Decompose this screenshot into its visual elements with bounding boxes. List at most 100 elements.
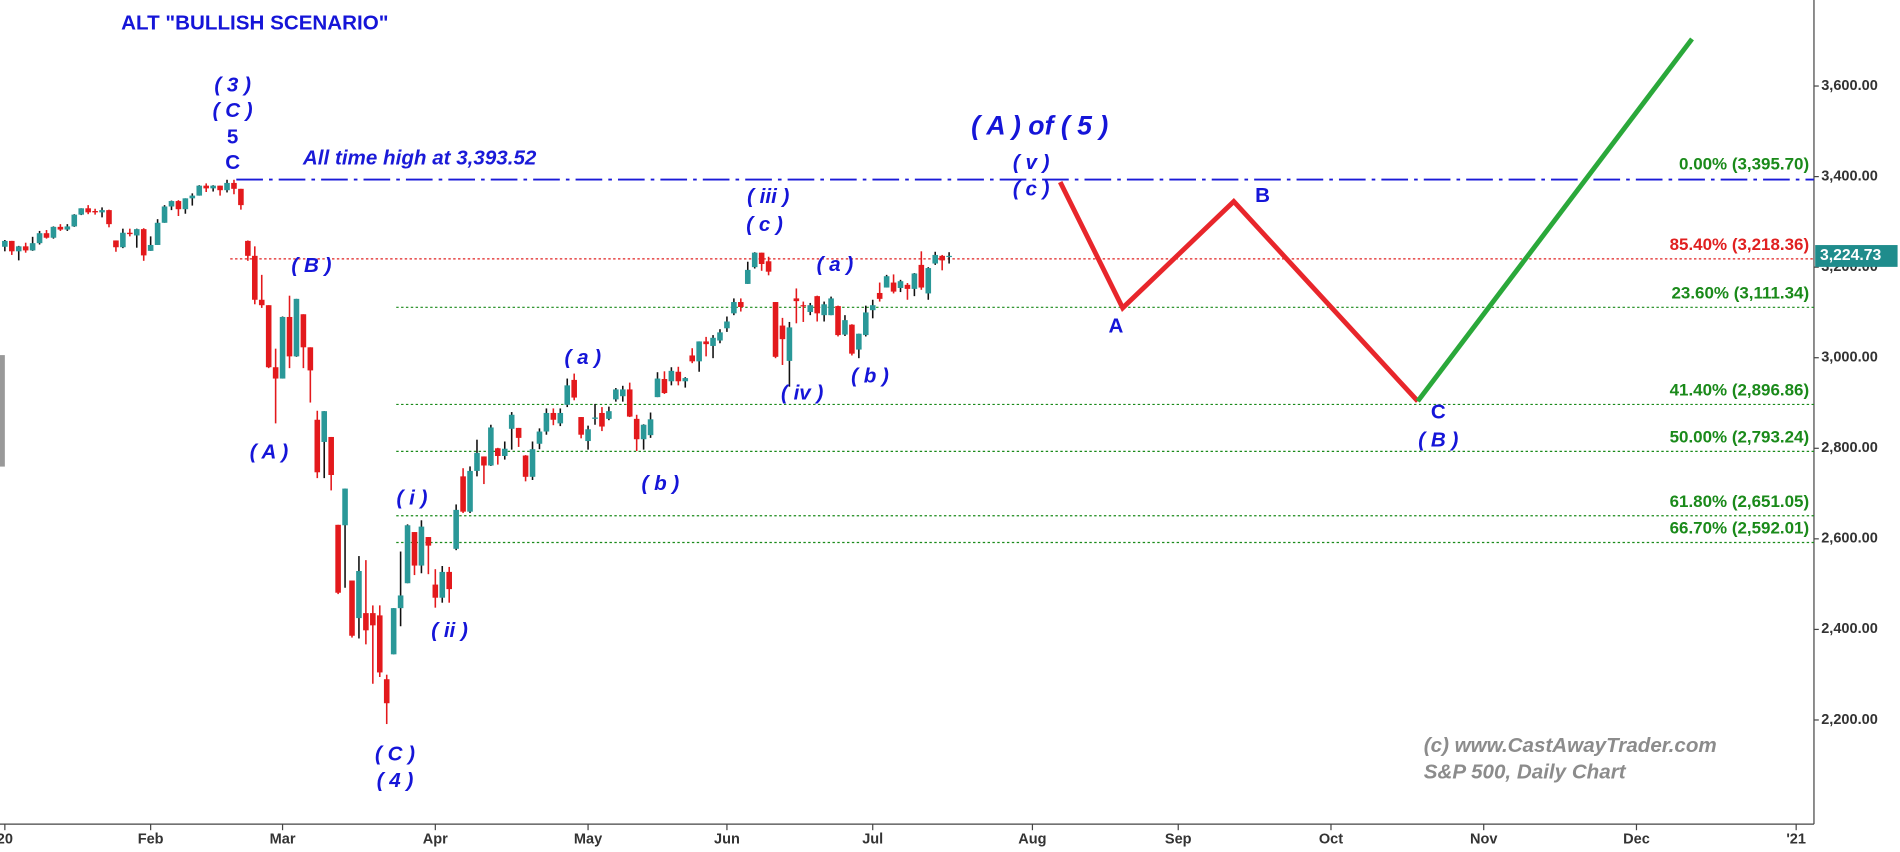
- candle-body: [765, 261, 772, 272]
- x-tick-label: Aug: [1018, 832, 1046, 848]
- candle-body: [168, 201, 175, 207]
- x-tick-label: Sep: [1165, 832, 1192, 848]
- candle-body: [939, 255, 945, 261]
- candle-body: [876, 292, 883, 299]
- candle-body: [654, 378, 661, 398]
- x-tick-label: Dec: [1623, 832, 1650, 848]
- candle-body: [925, 268, 932, 294]
- candle-body: [217, 185, 223, 191]
- candle-body: [543, 412, 550, 432]
- candle-body: [106, 210, 112, 225]
- candle-body: [474, 452, 480, 471]
- candle-body: [224, 182, 230, 191]
- candle-body: [689, 355, 696, 362]
- candle-body: [411, 532, 418, 566]
- candle-body: [946, 255, 952, 258]
- wave-label: ( A ) of ( 5 ): [971, 110, 1108, 140]
- wave-label: ( C ): [213, 99, 253, 122]
- fib-label: 41.40% (2,896.86): [1670, 381, 1809, 400]
- candle-body: [529, 449, 536, 477]
- candle-body: [293, 298, 300, 357]
- candle-body: [64, 226, 71, 230]
- x-tick-label: Oct: [1319, 832, 1343, 848]
- projection-line: [1058, 180, 1420, 403]
- candle-body: [286, 316, 293, 357]
- candle-body: [508, 414, 515, 429]
- candle-body: [626, 389, 633, 417]
- candle-body: [397, 595, 404, 609]
- fib-label: 0.00% (3,395.70): [1679, 155, 1809, 174]
- candle-body: [231, 182, 237, 189]
- candle-body: [43, 233, 50, 238]
- candle-body: [376, 615, 383, 673]
- candle-body: [821, 304, 827, 316]
- candle-body: [335, 524, 341, 593]
- candle-body: [856, 333, 862, 350]
- candle-body: [321, 411, 328, 442]
- candle-body: [29, 243, 36, 251]
- candle-body: [481, 456, 487, 466]
- chart-title: ALT "BULLISH SCENARIO": [121, 12, 388, 35]
- y-tick-label: 3,000.00: [1821, 350, 1878, 366]
- candle-body: [272, 367, 279, 379]
- candle-body: [425, 537, 432, 546]
- candle-body: [57, 226, 64, 230]
- candle-body: [522, 455, 529, 477]
- y-tick-label: 2,400.00: [1821, 621, 1878, 637]
- candle-body: [585, 429, 591, 442]
- candle-body: [890, 282, 897, 292]
- y-tick-label: 2,600.00: [1821, 531, 1878, 547]
- candle-body: [140, 229, 147, 256]
- candle-body: [9, 240, 15, 252]
- candle-body: [99, 210, 105, 213]
- candle-body: [307, 347, 314, 371]
- candle-body: [675, 371, 682, 382]
- candle-body: [36, 233, 43, 244]
- candle-body: [363, 613, 369, 631]
- candle-body: [751, 252, 758, 268]
- fib-label: 66.70% (2,592.01): [1670, 519, 1809, 538]
- candle-body: [932, 254, 939, 264]
- x-tick-label: 20: [0, 832, 13, 848]
- wave-label: ( iv ): [781, 381, 823, 404]
- candle-body: [592, 417, 598, 419]
- wave-label: ( 3 ): [214, 73, 251, 96]
- candle-body: [418, 526, 425, 566]
- candle-body: [370, 613, 376, 626]
- candle-body: [15, 246, 22, 252]
- candle-body: [849, 324, 855, 354]
- candle-body: [404, 525, 411, 584]
- candle-body: [501, 448, 508, 456]
- fib-label: 61.80% (2,651.05): [1670, 492, 1809, 511]
- wave-label: ( A ): [250, 441, 289, 464]
- wave-label: ( B ): [291, 254, 331, 277]
- candle-body: [460, 476, 466, 512]
- x-tick-label: Nov: [1470, 832, 1498, 848]
- candle-body: [22, 246, 29, 251]
- wave-label: ( c ): [1013, 178, 1050, 201]
- candle-body: [120, 232, 126, 248]
- candle-body: [453, 509, 459, 549]
- candle-body: [85, 208, 91, 213]
- wave-label: ( iii ): [747, 185, 789, 208]
- wave-label: ( v ): [1013, 151, 1050, 174]
- candle-body: [883, 276, 890, 288]
- candle-body: [779, 325, 786, 340]
- candle-body: [78, 208, 85, 215]
- candle-body: [356, 571, 362, 619]
- y-tick-label: 2,200.00: [1821, 712, 1878, 728]
- candle-body: [793, 298, 800, 302]
- candle-body: [786, 327, 793, 361]
- candle-body: [300, 314, 307, 348]
- wave-label: ( ii ): [431, 619, 468, 642]
- y-tick-label: 3,600.00: [1821, 78, 1878, 94]
- candle-body: [807, 305, 814, 312]
- x-tick-label: Jul: [862, 832, 883, 848]
- x-tick-label: '21: [1786, 832, 1806, 848]
- y-tick-label: 3,400.00: [1821, 168, 1878, 184]
- candle-body: [467, 470, 473, 512]
- wave-label: ( B ): [1418, 429, 1458, 452]
- candle-body: [571, 379, 577, 398]
- wave-label: ( b ): [642, 472, 680, 495]
